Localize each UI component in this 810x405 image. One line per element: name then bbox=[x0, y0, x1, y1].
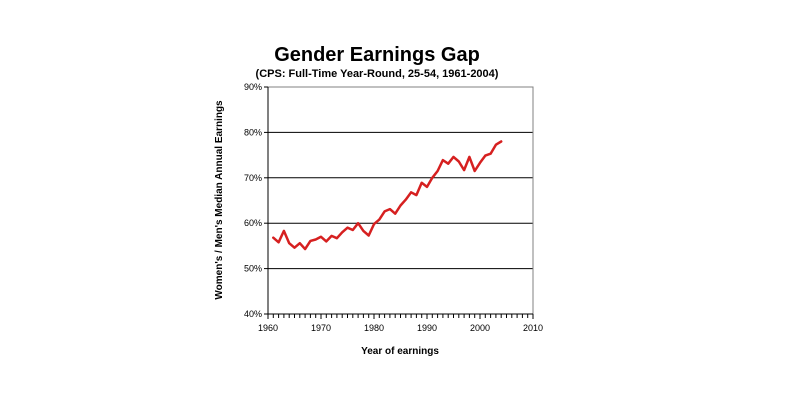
y-tick-label: 90% bbox=[244, 82, 262, 92]
y-axis-label: Women's / Men's Median Annual Earnings bbox=[214, 100, 225, 300]
x-axis-label: Year of earnings bbox=[361, 346, 439, 357]
x-tick-label: 1990 bbox=[417, 323, 437, 333]
series-line bbox=[272, 140, 503, 251]
x-tick-label: 2000 bbox=[470, 323, 490, 333]
x-tick-label: 1970 bbox=[311, 323, 331, 333]
chart-subtitle: (CPS: Full-Time Year-Round, 25-54, 1961-… bbox=[256, 68, 499, 80]
plot-area-border bbox=[267, 86, 534, 315]
tick-labels: 40% 50% 60% 70% 80% 90% 1960 1970 1980 1990 2000 20… bbox=[244, 82, 543, 333]
y-tick-label: 70% bbox=[244, 173, 262, 183]
x-tick-label: 1960 bbox=[258, 323, 278, 333]
y-tick-label: 50% bbox=[244, 264, 262, 274]
y-tick-label: 40% bbox=[244, 309, 262, 319]
y-tick-label: 80% bbox=[244, 127, 262, 137]
x-tick-label: 2010 bbox=[523, 323, 543, 333]
chart-title: Gender Earnings Gap bbox=[274, 44, 480, 66]
gridlines bbox=[268, 131, 533, 270]
series-layer bbox=[272, 140, 503, 251]
x-tick-label: 1980 bbox=[364, 323, 384, 333]
y-tick-label: 60% bbox=[244, 218, 262, 228]
axes bbox=[264, 86, 534, 319]
